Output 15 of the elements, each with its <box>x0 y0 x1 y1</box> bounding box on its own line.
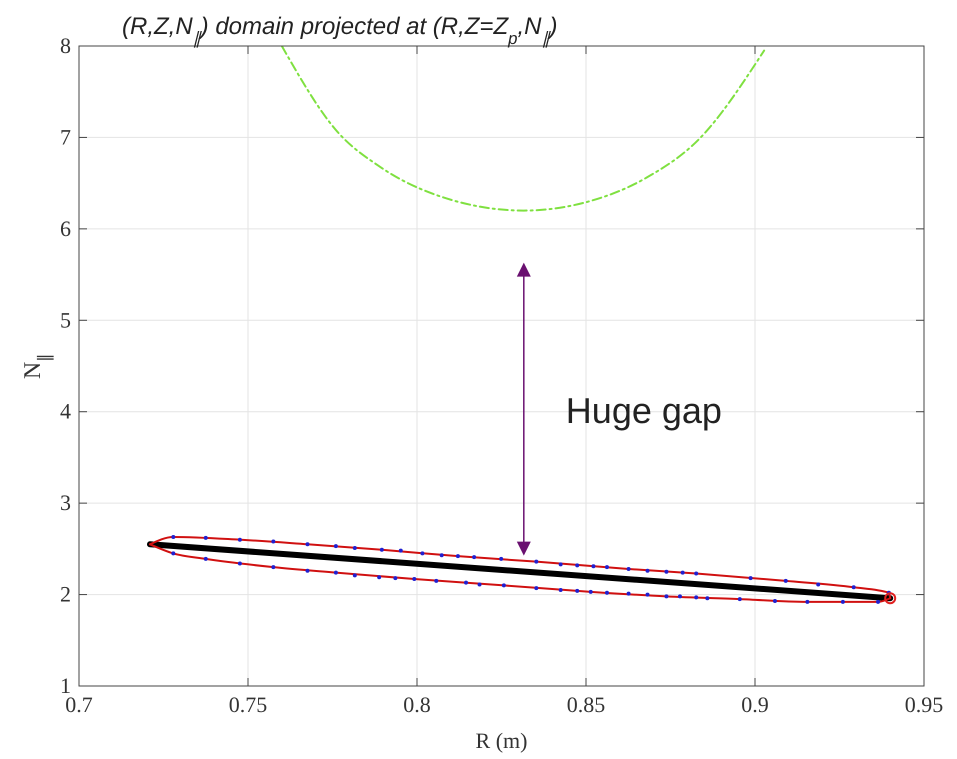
y-tick-label: 5 <box>60 307 71 332</box>
y-tick-label: 8 <box>60 33 71 58</box>
y-tick-label: 2 <box>60 582 71 607</box>
x-tick-label: 0.9 <box>741 692 769 717</box>
y-tick-label: 6 <box>60 216 71 241</box>
x-axis-title: R (m) <box>476 728 528 753</box>
chart-title: (R,Z,N$_{∥}$) domain projected at (R,Z=Z$_{p}$,N$_{∥}$) <box>122 13 558 48</box>
y-tick-label: 7 <box>60 124 71 150</box>
y-tick-label: 3 <box>60 490 71 516</box>
x-tick-label: 0.8 <box>403 692 431 717</box>
x-tick-label: 0.75 <box>228 692 268 717</box>
x-tick-label: 0.95 <box>904 692 944 717</box>
y-tick-label: 4 <box>60 398 71 424</box>
x-tick-label: 0.85 <box>566 692 606 717</box>
annotation: Huge gap <box>566 390 722 432</box>
